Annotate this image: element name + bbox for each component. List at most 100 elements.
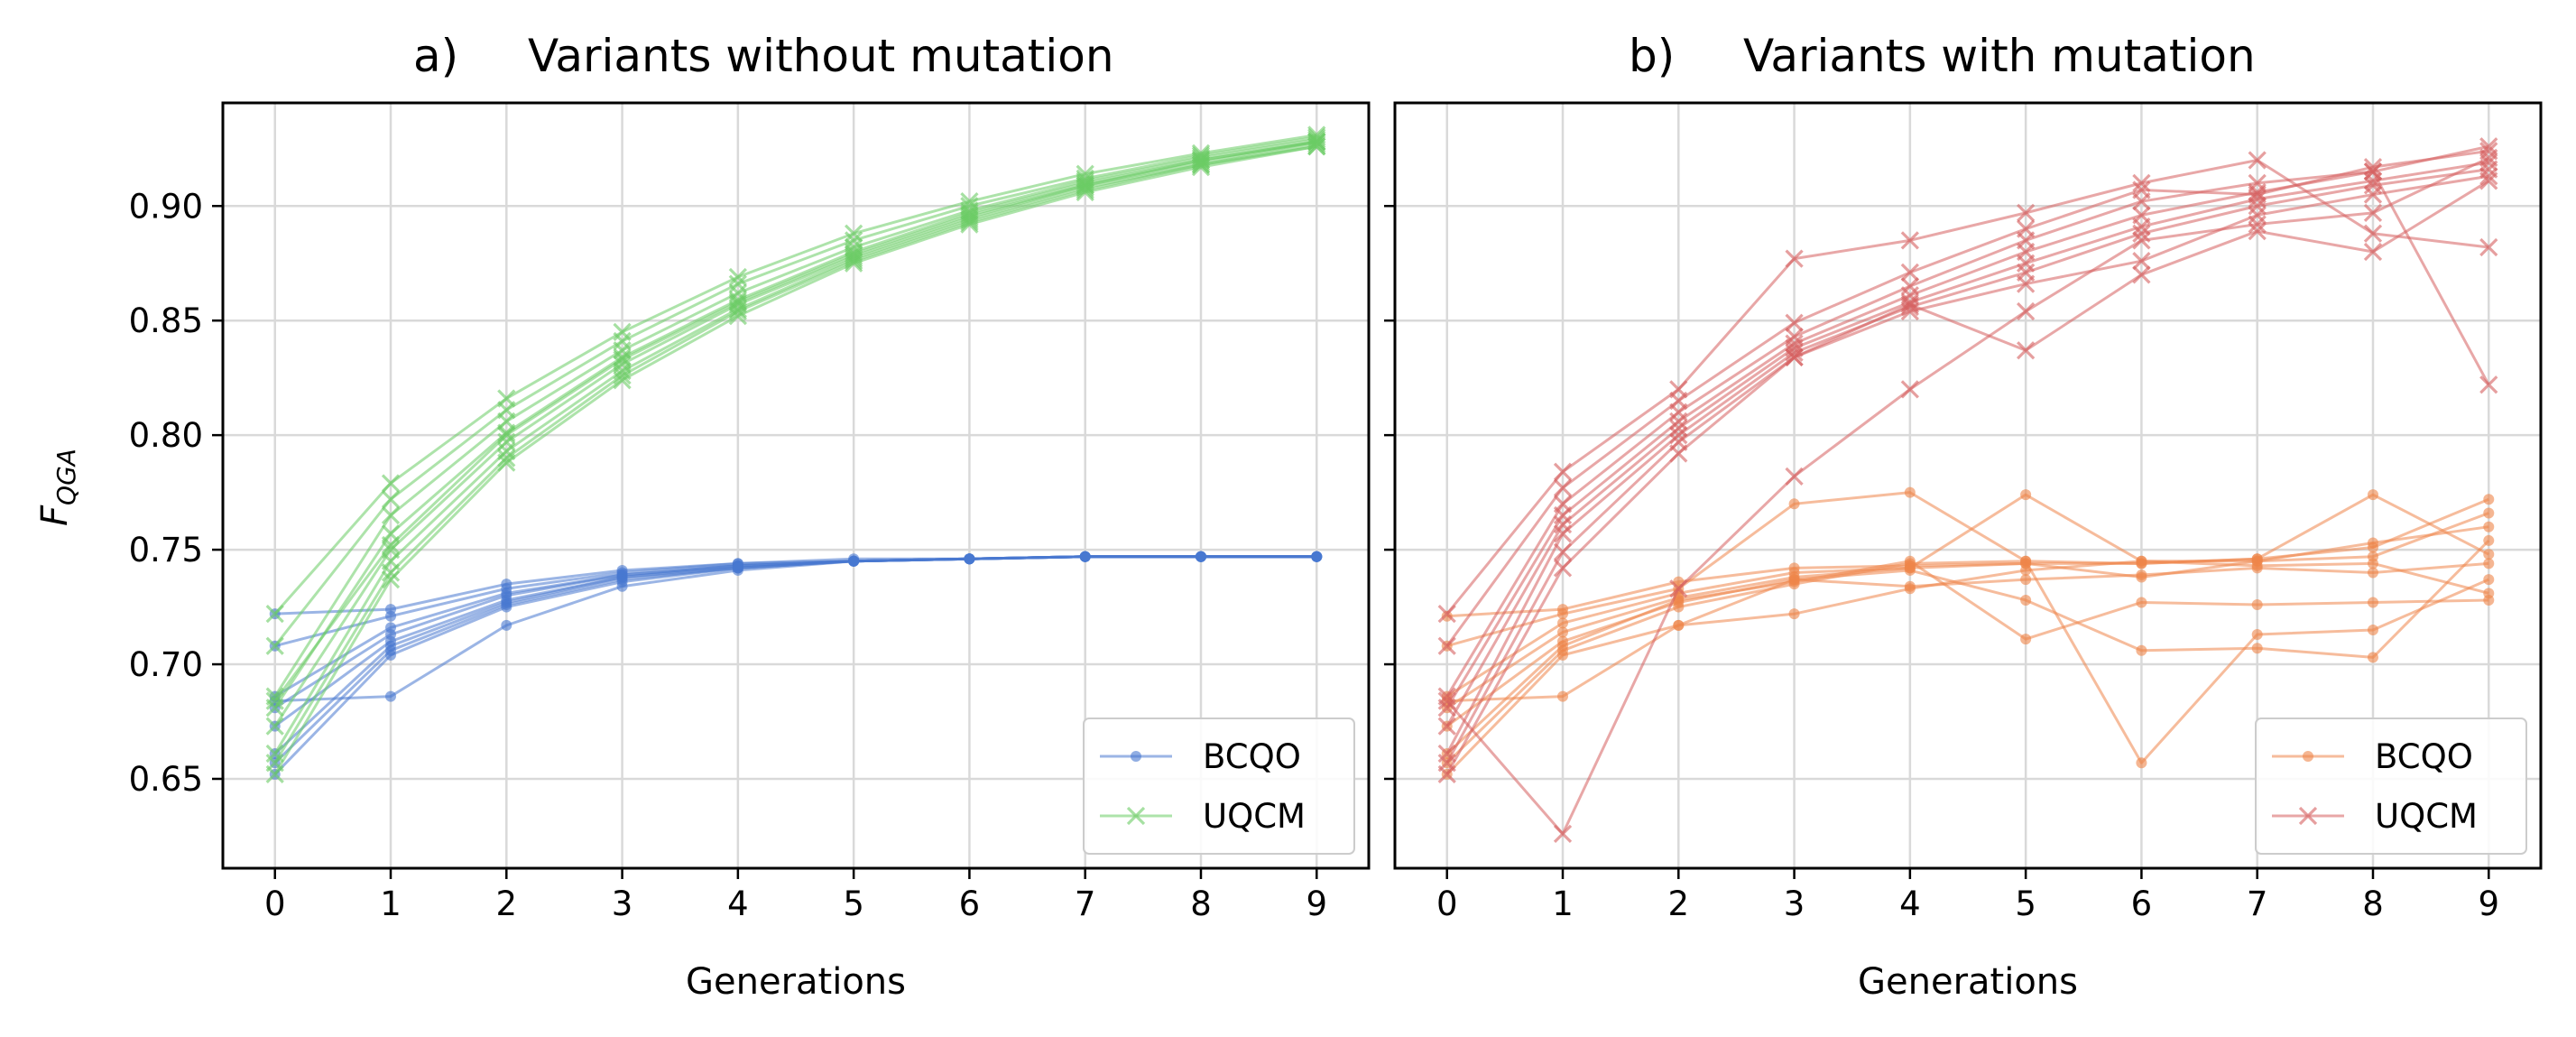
panel-b-series-line [1445,174,2489,764]
panel-b-legend-box [2255,718,2527,855]
panel-b-data-point [1673,601,1685,613]
panel-b-data-point [2363,224,2383,243]
panel-b-data-point [1553,524,1573,543]
panel-b-data-point [2132,173,2151,192]
panel-b-data-point [1557,690,1569,702]
panel-a-data-point [265,717,284,736]
panel-a-x-tick-label: 6 [959,884,981,923]
panel-b-legend-label: BCQO [2375,737,2473,776]
panel-a-y-tick-label: 0.75 [129,531,203,569]
panel-b-data-point [1900,263,1919,282]
panel-b-data-point [1437,717,1456,736]
panel-a-series-uqcm-run [265,137,1326,784]
panel-b-data-point [2017,341,2036,360]
panel-a-series-line [274,555,1317,703]
panel-b-data-point [2136,555,2147,567]
panel-a-y-tick-label: 0.70 [129,645,203,684]
panel-b-data-point [2483,558,2495,569]
panel-b-data-point [1785,467,1804,486]
panel-b-data-point [2367,558,2378,569]
panel-a-x-ticks: 0 1 2 3 4 5 6 7 8 9 [264,868,1327,923]
panel-b-data-point [1785,249,1804,268]
panel-a-data-point [381,474,401,493]
panel-a-y-tick-label: 0.80 [129,416,203,455]
panel-b-series-line [1446,561,2489,703]
panel-a-data-point [1079,551,1091,562]
panel-b-data-point [2251,643,2263,654]
panel-b-data-point [1669,419,1688,438]
panel-b-data-point [1904,580,1916,592]
panel-b-series-uqcm-run [1437,171,2498,784]
panel-a-data-point [1311,551,1323,562]
panel-a-legend-box [1083,718,1355,855]
panel-b-data-point [1437,605,1456,624]
panel-b-data-point [2479,153,2498,172]
panel-a-data-point [728,292,747,312]
panel-b-data-point [2479,167,2498,186]
panel-b-data-point [2020,634,2032,645]
panel-b-data-point [2483,534,2495,546]
panel-a-x-tick-label: 7 [1075,884,1096,923]
panel-b-x-tick-label: 6 [2131,884,2153,923]
panel-b-data-point [2483,574,2495,586]
panel-b-data-point [2017,301,2036,321]
panel-a-data-point [848,555,860,567]
panel-b-data-point [2017,274,2036,293]
panel-a-data-point [1195,551,1206,562]
panel-b-data-point [2132,192,2151,211]
panel-a-data-point [1076,176,1094,195]
panel-a-series-line [273,144,1317,775]
panel-b-data-point [2020,594,2032,606]
panel-b-legend-item-uqcm: UQCM [2272,797,2478,836]
panel-b-data-point [2132,231,2151,250]
panel-a-legend-item-uqcm: UQCM [1100,797,1306,836]
panel-a-data-point [613,366,632,385]
panel-b-x-tick-label: 4 [1899,884,1921,923]
panel-a-legend: BCQO UQCM [1083,718,1355,855]
panel-a-data-point [265,764,284,784]
panel-b-data-point [1900,295,1919,314]
panel-b-data-point [2251,562,2263,574]
panel-b-data-point [1788,608,1800,620]
panel-b-data-point [2020,489,2032,501]
panel-a-data-point [265,636,284,655]
panel-b-data-point [2367,537,2378,549]
panel-a-data-point [1307,133,1326,152]
panel-b-data-point [1557,608,1569,620]
panel-b-data-point [1788,498,1800,510]
panel-b-x-tick-label: 0 [1436,884,1458,923]
panel-b-data-point [2479,375,2498,394]
panel-a-x-tick-label: 8 [1190,884,1212,923]
panel-b-data-point [1553,462,1573,481]
panel-b-legend-label: UQCM [2375,797,2478,836]
panel-b-data-point [2132,265,2151,284]
panel-b-data-point [1785,343,1804,362]
panel-b-title: Variants with mutation [1743,30,2256,82]
panel-b-series-line [1445,156,2489,836]
panel-b-legend-item-bcqo: BCQO [2272,737,2473,776]
panel-b-data-point [2251,599,2263,611]
panel-b-data-point [2020,555,2032,567]
panel-a-x-tick-label: 9 [1306,884,1327,923]
panel-b-data-point [1437,691,1456,710]
panel-a-data-point [265,699,284,718]
panel-a-x-label: Generations [686,961,906,1003]
panel-a-data-point [501,601,512,613]
panel-b-data-point [2136,597,2147,608]
panel-b-x-ticks: 0 1 2 3 4 5 6 7 8 9 [1436,868,2499,923]
panel-b-series-line [1445,560,2489,764]
panel-b-data-point [2479,148,2498,168]
panel-b-data-point [2020,564,2032,576]
panel-b-grid [1395,103,2541,868]
panel-a-data-point [385,690,397,702]
panel-a-data-point [1191,151,1211,170]
panel-b-series-line [1445,180,2490,775]
panel-a-data-point [616,580,628,592]
panel-a-legend-label: UQCM [1203,797,1306,836]
panel-b-series-line [1445,560,2489,755]
panel-b-data-point [1557,649,1569,661]
panel-a: 0 1 2 3 4 5 6 7 8 9 0.65 0.70 0.75 0.80 0.85 0.90 a) V… [34,30,1371,1003]
panel-b: 0 1 2 3 4 5 6 7 8 9 b) Variants with mutation Gen… [1384,30,2543,1003]
panel-b-data-point [2363,203,2383,222]
